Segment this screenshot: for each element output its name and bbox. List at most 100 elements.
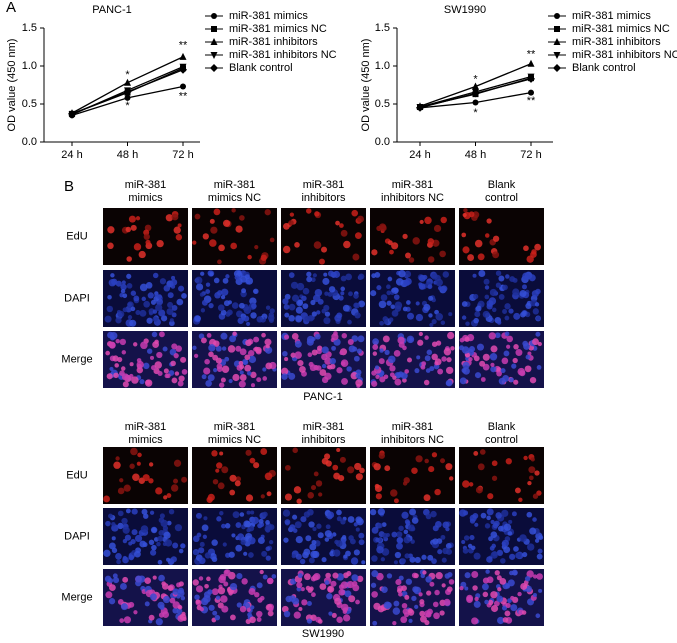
cell xyxy=(212,478,219,485)
cell xyxy=(496,595,504,603)
cell xyxy=(486,508,494,516)
cell xyxy=(316,523,322,529)
cell xyxy=(261,332,266,338)
cell xyxy=(195,512,202,519)
cell xyxy=(293,486,302,494)
cell xyxy=(178,285,185,292)
cell xyxy=(126,273,132,279)
cell xyxy=(173,478,179,484)
cell xyxy=(426,349,433,356)
cell xyxy=(122,526,130,534)
cell xyxy=(292,514,298,520)
cell xyxy=(393,560,398,565)
cell xyxy=(133,295,140,302)
cell xyxy=(219,511,224,516)
cell xyxy=(181,476,188,483)
cell xyxy=(374,365,380,370)
cell xyxy=(392,621,397,626)
cell xyxy=(235,476,242,482)
cell xyxy=(487,493,494,500)
cell xyxy=(311,592,316,598)
cell xyxy=(131,508,138,515)
cell xyxy=(248,587,256,595)
cell xyxy=(499,577,507,585)
cell xyxy=(319,369,327,377)
column-label: miR-381 xyxy=(303,421,345,433)
y-tick-label: 0.0 xyxy=(375,136,390,148)
legend-marker xyxy=(210,52,218,59)
cell xyxy=(311,311,317,317)
cell xyxy=(318,258,325,265)
cell xyxy=(532,493,539,499)
cell xyxy=(484,599,489,605)
cell xyxy=(491,460,498,467)
cell xyxy=(322,277,330,285)
cell xyxy=(419,284,424,289)
cell xyxy=(525,354,531,360)
legend-marker xyxy=(554,13,560,19)
cell xyxy=(441,356,447,362)
cell xyxy=(170,360,176,367)
cell xyxy=(237,533,245,541)
cell xyxy=(434,589,440,596)
cell xyxy=(211,539,218,546)
cell xyxy=(303,511,311,518)
cell xyxy=(152,309,158,314)
cell xyxy=(469,514,477,522)
cell xyxy=(156,239,164,248)
cell xyxy=(119,618,125,623)
cell xyxy=(521,610,527,615)
cell xyxy=(328,611,333,616)
cell xyxy=(317,619,323,624)
cell xyxy=(239,215,245,221)
cell xyxy=(290,578,297,585)
cell xyxy=(108,584,116,592)
cell xyxy=(449,476,454,481)
cell xyxy=(192,579,199,586)
cell xyxy=(340,519,346,525)
cell xyxy=(338,584,345,590)
legend-label: miR-381 mimics xyxy=(229,10,308,22)
cell xyxy=(497,320,502,325)
cell xyxy=(338,588,346,596)
cell xyxy=(288,303,296,311)
cell xyxy=(527,351,532,356)
cell xyxy=(282,298,289,305)
cell xyxy=(503,350,510,357)
cell xyxy=(468,482,474,487)
cell xyxy=(120,288,126,294)
cell xyxy=(163,285,171,292)
cell xyxy=(268,524,275,531)
cell xyxy=(341,361,346,366)
cell xyxy=(398,592,403,597)
cell xyxy=(217,482,225,490)
cell xyxy=(211,450,218,457)
cell xyxy=(459,337,465,343)
cell xyxy=(411,595,417,602)
cell xyxy=(167,301,174,309)
cell xyxy=(201,299,208,306)
cell xyxy=(347,516,355,523)
cell xyxy=(496,549,504,557)
cell xyxy=(511,511,517,517)
cell xyxy=(424,216,432,225)
cell xyxy=(402,306,408,312)
cell xyxy=(381,586,388,593)
cell xyxy=(200,271,205,276)
cell xyxy=(243,520,251,528)
cell xyxy=(301,599,308,606)
cell xyxy=(507,579,515,587)
cell xyxy=(157,559,163,565)
cell xyxy=(517,591,522,597)
cell xyxy=(486,218,492,224)
cell xyxy=(534,538,540,543)
cell xyxy=(138,250,146,259)
cell xyxy=(373,602,381,610)
cell xyxy=(405,252,411,259)
cell xyxy=(490,366,497,373)
row-label: DAPI xyxy=(64,530,90,542)
cell xyxy=(339,350,344,356)
cell xyxy=(502,284,508,291)
data-point xyxy=(472,99,479,106)
cell xyxy=(180,543,186,549)
